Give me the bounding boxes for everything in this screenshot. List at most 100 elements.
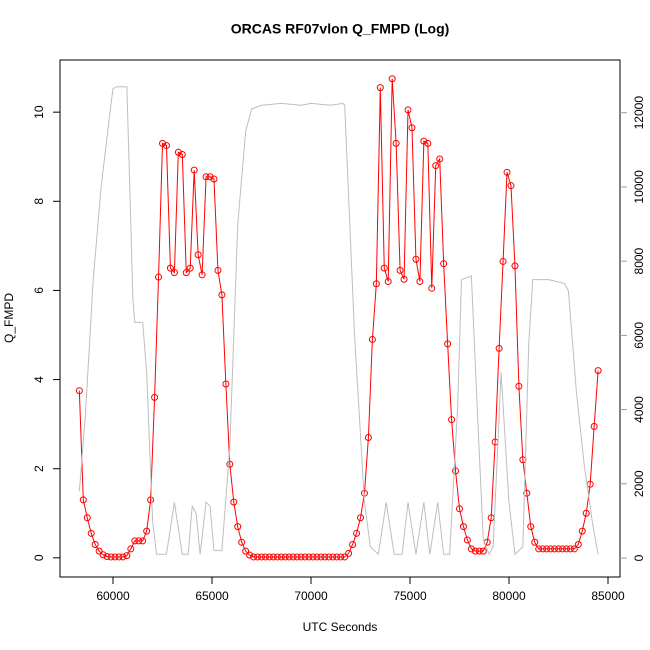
- y2-tick-label: 4000: [632, 396, 646, 423]
- point: [400, 275, 408, 283]
- plot-frame: [59, 59, 621, 578]
- point: [578, 527, 586, 535]
- point: [194, 251, 202, 259]
- point: [475, 547, 483, 555]
- point: [396, 266, 404, 274]
- point: [186, 264, 194, 272]
- point: [523, 489, 531, 497]
- point: [115, 553, 123, 561]
- point: [139, 537, 147, 545]
- point: [372, 280, 380, 288]
- point: [178, 150, 186, 158]
- point: [408, 124, 416, 132]
- point: [539, 545, 547, 553]
- x-tick-label: 60000: [96, 589, 130, 603]
- point: [95, 547, 103, 555]
- point: [143, 527, 151, 535]
- point: [566, 545, 574, 553]
- point: [432, 162, 440, 170]
- point: [341, 553, 349, 561]
- point: [234, 523, 242, 531]
- y-tick-label: 2: [32, 465, 46, 472]
- point: [293, 553, 301, 561]
- point: [99, 551, 107, 559]
- point: [182, 269, 190, 277]
- point: [535, 545, 543, 553]
- point: [123, 552, 131, 560]
- point: [448, 416, 456, 424]
- point: [261, 553, 269, 561]
- point: [574, 540, 582, 548]
- point: [309, 553, 317, 561]
- point: [289, 553, 297, 561]
- x-tick-label: 75000: [393, 589, 427, 603]
- point: [147, 496, 155, 504]
- y2-tick-label: 12000: [632, 96, 646, 130]
- point: [558, 545, 566, 553]
- point: [444, 340, 452, 348]
- point: [495, 344, 503, 352]
- y-axis-label: Q_FMPD: [2, 293, 16, 343]
- point: [131, 537, 139, 545]
- point: [333, 553, 341, 561]
- point: [499, 257, 507, 265]
- point: [594, 367, 602, 375]
- point: [155, 273, 163, 281]
- point: [119, 553, 127, 561]
- point: [380, 264, 388, 272]
- point: [590, 422, 598, 430]
- x-tick-label: 70000: [294, 589, 328, 603]
- point: [246, 551, 254, 559]
- point: [562, 545, 570, 553]
- point: [111, 553, 119, 561]
- point: [511, 262, 519, 270]
- point: [135, 537, 143, 545]
- point: [83, 514, 91, 522]
- x-tick-label: 65000: [195, 589, 229, 603]
- point: [285, 553, 293, 561]
- point: [214, 266, 222, 274]
- y2-tick-label: 10000: [632, 170, 646, 204]
- point: [456, 505, 464, 513]
- point: [103, 552, 111, 560]
- point: [321, 553, 329, 561]
- y-tick-label: 10: [32, 105, 46, 119]
- point: [353, 529, 361, 537]
- point: [436, 155, 444, 163]
- point: [151, 393, 159, 401]
- point: [210, 175, 218, 183]
- point: [412, 255, 420, 263]
- point: [159, 139, 167, 147]
- point: [515, 382, 523, 390]
- point: [531, 538, 539, 546]
- point: [551, 545, 559, 553]
- point: [440, 260, 448, 268]
- point: [317, 553, 325, 561]
- point: [242, 547, 250, 555]
- point: [75, 387, 83, 395]
- series-line: [78, 86, 599, 556]
- point: [79, 496, 87, 504]
- point: [547, 545, 555, 553]
- point: [265, 553, 273, 561]
- point: [218, 291, 226, 299]
- point: [281, 553, 289, 561]
- point: [416, 278, 424, 286]
- point: [206, 173, 214, 181]
- point: [507, 182, 515, 190]
- point: [570, 545, 578, 553]
- y2-tick-label: 0: [632, 554, 646, 561]
- point: [349, 540, 357, 548]
- point: [190, 166, 198, 174]
- point: [258, 553, 266, 561]
- point: [424, 139, 432, 147]
- y2-tick-label: 6000: [632, 322, 646, 349]
- series-line: [78, 78, 599, 558]
- point: [404, 106, 412, 114]
- y2-tick-label: 8000: [632, 247, 646, 274]
- point: [420, 137, 428, 145]
- point: [170, 269, 178, 277]
- point: [527, 523, 535, 531]
- point: [325, 553, 333, 561]
- point: [222, 380, 230, 388]
